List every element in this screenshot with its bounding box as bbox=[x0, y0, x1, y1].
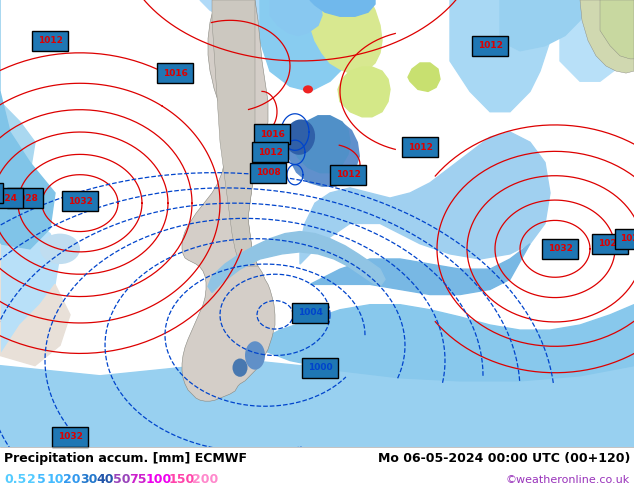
Text: 1016: 1016 bbox=[162, 69, 188, 77]
Text: 1012: 1012 bbox=[408, 143, 432, 152]
Polygon shape bbox=[0, 0, 60, 355]
Polygon shape bbox=[0, 244, 70, 366]
Polygon shape bbox=[500, 0, 590, 51]
Text: 0.5: 0.5 bbox=[4, 473, 26, 487]
Ellipse shape bbox=[285, 120, 315, 155]
Polygon shape bbox=[182, 0, 275, 401]
Ellipse shape bbox=[40, 234, 80, 264]
Polygon shape bbox=[338, 67, 390, 117]
Text: 1028: 1028 bbox=[598, 239, 623, 248]
Text: 40: 40 bbox=[96, 473, 114, 487]
Text: 5: 5 bbox=[37, 473, 46, 487]
Text: 1012: 1012 bbox=[37, 36, 62, 45]
Polygon shape bbox=[450, 0, 550, 112]
Polygon shape bbox=[580, 0, 634, 73]
Polygon shape bbox=[300, 132, 550, 264]
Polygon shape bbox=[270, 0, 322, 36]
Text: 30: 30 bbox=[80, 473, 98, 487]
Text: 1012: 1012 bbox=[257, 148, 282, 157]
Text: Mo 06-05-2024 00:00 UTC (00+120): Mo 06-05-2024 00:00 UTC (00+120) bbox=[378, 452, 630, 466]
Ellipse shape bbox=[303, 85, 313, 94]
Text: 20: 20 bbox=[63, 473, 81, 487]
Polygon shape bbox=[212, 0, 258, 266]
Polygon shape bbox=[310, 0, 382, 73]
Text: 1000: 1000 bbox=[307, 363, 332, 372]
Polygon shape bbox=[600, 0, 634, 59]
Text: 1032: 1032 bbox=[548, 245, 573, 253]
Polygon shape bbox=[260, 0, 360, 92]
Text: 10: 10 bbox=[47, 473, 65, 487]
Text: 1008: 1008 bbox=[256, 168, 280, 177]
Polygon shape bbox=[310, 0, 375, 16]
Text: 150: 150 bbox=[169, 473, 195, 487]
Polygon shape bbox=[310, 244, 530, 294]
Polygon shape bbox=[200, 0, 320, 51]
Polygon shape bbox=[250, 305, 634, 381]
Text: 1012: 1012 bbox=[335, 170, 361, 179]
Polygon shape bbox=[0, 0, 35, 183]
Polygon shape bbox=[0, 92, 55, 249]
Ellipse shape bbox=[245, 341, 265, 369]
Text: ©weatheronline.co.uk: ©weatheronline.co.uk bbox=[506, 475, 630, 485]
Text: 100: 100 bbox=[146, 473, 172, 487]
Text: 2: 2 bbox=[27, 473, 36, 487]
Polygon shape bbox=[288, 116, 360, 187]
Text: 75: 75 bbox=[129, 473, 147, 487]
Text: 1016: 1016 bbox=[259, 129, 285, 139]
Polygon shape bbox=[560, 0, 634, 81]
Text: 1012: 1012 bbox=[477, 41, 502, 50]
Polygon shape bbox=[290, 116, 350, 172]
Polygon shape bbox=[0, 350, 634, 447]
Text: Precipitation accum. [mm] ECMWF: Precipitation accum. [mm] ECMWF bbox=[4, 452, 247, 466]
Text: 1004: 1004 bbox=[297, 308, 323, 318]
Text: 1028: 1028 bbox=[13, 194, 37, 202]
Text: 50: 50 bbox=[113, 473, 131, 487]
Text: 1032: 1032 bbox=[68, 196, 93, 206]
Polygon shape bbox=[208, 232, 385, 293]
Text: 1032: 1032 bbox=[58, 432, 82, 441]
Text: 1024: 1024 bbox=[621, 234, 634, 243]
Polygon shape bbox=[408, 63, 440, 92]
Text: 200: 200 bbox=[192, 473, 218, 487]
Text: 1024: 1024 bbox=[0, 194, 18, 202]
Ellipse shape bbox=[233, 359, 247, 377]
Polygon shape bbox=[0, 0, 50, 294]
